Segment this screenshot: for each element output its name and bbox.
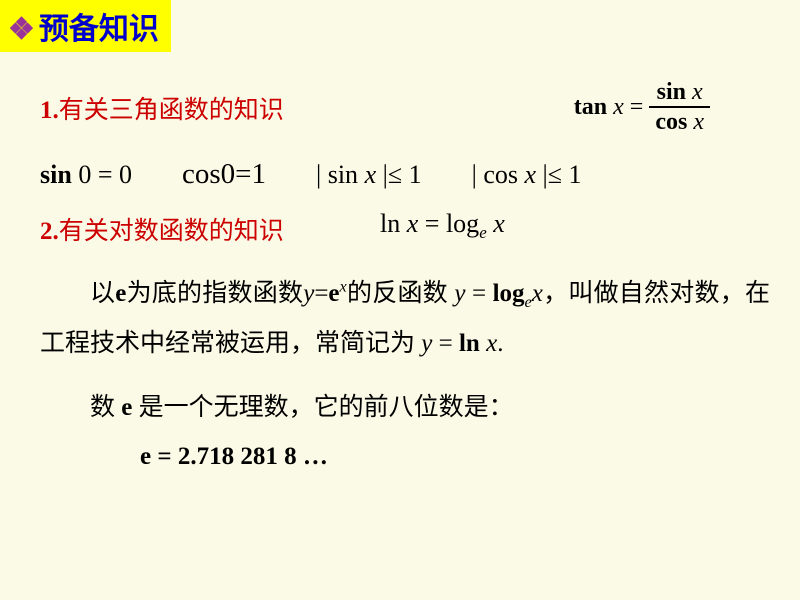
tan-num-fn: sin — [657, 79, 686, 105]
eq-cos0: cos0=1 — [182, 158, 266, 191]
section1-row: 1.有关三角函数的知识 tan x = sin x cos x — [40, 90, 770, 150]
eq-abs-sin: | sin x |≤ 1 — [316, 160, 422, 190]
ln-formula: ln x = loge x — [380, 209, 505, 243]
tan-num-var: x — [692, 79, 703, 105]
tan-eq: = — [624, 94, 644, 120]
paragraph-2: 数 e 是一个无理数，它的前八位数是： — [40, 383, 770, 433]
header-badge: ❖预备知识 — [0, 0, 171, 52]
section2-title: 2.有关对数函数的知识 — [40, 218, 284, 245]
section1-num: 1. — [40, 97, 59, 124]
slide-content: 1.有关三角函数的知识 tan x = sin x cos x sin 0 = … — [40, 90, 770, 471]
section1-title: 1.有关三角函数的知识 — [40, 97, 284, 124]
tan-den-fn: cos — [655, 109, 687, 135]
header-title: 预备知识 — [39, 13, 159, 46]
e-value: e = 2.718 281 8 … — [140, 443, 770, 471]
tan-fraction: sin x cos x — [649, 80, 710, 134]
eq-sin0: sin 0 = 0 — [40, 160, 132, 190]
tan-formula: tan x = sin x cos x — [574, 80, 710, 134]
tan-den-var: x — [693, 109, 704, 135]
section2-row: 2.有关对数函数的知识 ln x = loge x — [40, 211, 770, 251]
paragraph-1: 以e为底的指数函数y=ex的反函数 y = logex，叫做自然对数，在工程技术… — [40, 269, 770, 369]
section1-label: 有关三角函数的知识 — [59, 97, 284, 124]
section2-num: 2. — [40, 218, 59, 245]
trig-equations-row: sin 0 = 0 cos0=1 | sin x |≤ 1 | cos x |≤… — [40, 158, 770, 191]
eq-abs-cos: | cos x |≤ 1 — [472, 160, 582, 190]
tan-lhs: tan — [574, 94, 607, 120]
tan-var: x — [613, 94, 624, 120]
diamond-bullet: ❖ — [8, 13, 35, 46]
section2-label: 有关对数函数的知识 — [59, 218, 284, 245]
